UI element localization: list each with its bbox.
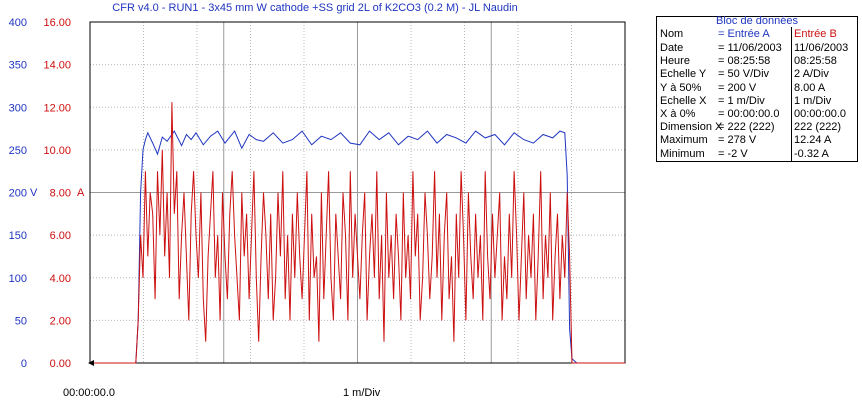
- y-tick-b: 14.00: [43, 60, 71, 72]
- data-block-panel: Bloc de données Nom = Entrée A Entrée B …: [656, 15, 858, 162]
- panel-row-label: Heure: [660, 55, 690, 68]
- y-tick-b: 6.00: [50, 230, 71, 242]
- mid-unit-a: V: [30, 187, 38, 199]
- y-tick-b: 10.00: [43, 145, 71, 157]
- trace-entree-b: [90, 102, 625, 364]
- panel-row-value-b: 00:00:00.0: [794, 108, 846, 120]
- panel-row-value-a: = 278 V: [718, 134, 757, 147]
- y-tick-b: 4.00: [50, 273, 71, 285]
- panel-row-label: Minimum: [660, 147, 705, 160]
- y-tick-a: 250: [9, 145, 27, 157]
- y-tick-b: 2.00: [50, 315, 71, 327]
- panel-row: Maximum = 278 V 12.24 A: [657, 134, 857, 146]
- y-tick-b: 0.00: [50, 358, 71, 370]
- panel-row-value-b: 222 (222): [794, 121, 842, 134]
- panel-row: Date = 11/06/2003 11/06/2003: [657, 42, 857, 54]
- chart-traces: [88, 102, 625, 366]
- panel-header-a: = Entrée A: [718, 28, 770, 40]
- panel-row: Dimension X = 222 (222) 222 (222): [657, 121, 857, 133]
- panel-row-value-b: 2 A/Div: [794, 68, 829, 81]
- panel-divider: [791, 27, 792, 161]
- x-div-label: 1 m/Div: [343, 387, 381, 399]
- panel-row-label: X à 0%: [660, 108, 696, 120]
- panel-row-value-b: 11/06/2003: [794, 42, 849, 54]
- panel-row-value-b: 8.00 A: [794, 81, 826, 94]
- panel-header-row: Nom = Entrée A Entrée B: [657, 28, 857, 40]
- y-tick-a: 150: [9, 230, 27, 242]
- panel-row-value-a: = 200 V: [718, 81, 757, 94]
- y-tick-b: 12.00: [43, 102, 71, 114]
- mid-unit-b: A: [77, 187, 85, 199]
- panel-row-label: Echelle X: [660, 94, 707, 107]
- oscilloscope-chart: 400 16.00 350 14.00 300 12.00 250 10.00 200 150 6.…: [9, 17, 626, 399]
- trace-entree-a: [90, 130, 625, 364]
- y-tick-b: 16.00: [43, 17, 71, 29]
- panel-row-value-a: = -2 V: [718, 147, 748, 160]
- y-tick-a: 400: [9, 17, 27, 29]
- panel-header-label: Nom: [660, 28, 684, 40]
- panel-row: Y à 50% = 200 V 8.00 A: [657, 82, 857, 94]
- panel-row: Echelle Y = 50 V/Div 2 A/Div: [657, 68, 857, 80]
- panel-header-b: Entrée B: [794, 28, 837, 40]
- panel-row: X à 0% = 00:00:00.0 00:00:00.0: [657, 108, 857, 120]
- panel-row-value-a: = 11/06/2003: [718, 42, 782, 54]
- panel-row-value-a: = 50 V/Div: [718, 68, 770, 81]
- y-tick-a: 100: [9, 273, 27, 285]
- plot-frame: [89, 21, 626, 364]
- panel-row: Minimum = -2 V -0.32 A: [657, 148, 857, 160]
- panel-row-value-a: = 1 m/Div: [718, 94, 765, 107]
- y-tick-a: 50: [15, 315, 27, 327]
- y-tick-b: 8.00: [50, 188, 71, 200]
- panel-row-value-a: = 08:25:58: [718, 55, 771, 68]
- panel-row: Heure = 08:25:58 08:25:58: [657, 55, 857, 67]
- chart-title: CFR v4.0 - RUN1 - 3x45 mm W cathode +SS …: [112, 2, 518, 14]
- y-tick-a: 350: [9, 60, 27, 72]
- panel-row-value-b: 08:25:58: [794, 55, 837, 68]
- panel-row-label: Maximum: [660, 134, 708, 147]
- panel-row-value-b: 12.24 A: [794, 134, 832, 147]
- y-tick-a: 300: [9, 102, 27, 114]
- chart-grid: [89, 21, 626, 364]
- y-axis-labels: 400 16.00 350 14.00 300 12.00 250 10.00 200 150 6.…: [9, 17, 71, 370]
- x-start-label: 00:00:00.0: [63, 387, 115, 399]
- data-block-title: Bloc de données: [716, 15, 798, 27]
- panel-row-label: Date: [660, 42, 684, 54]
- y-tick-a: 0: [21, 358, 27, 370]
- panel-row-value-a: = 222 (222): [718, 121, 775, 134]
- panel-row-label: Dimension X: [660, 121, 723, 134]
- panel-row-label: Echelle Y: [660, 68, 707, 81]
- panel-row-value-a: = 00:00:00.0: [718, 108, 780, 120]
- panel-row-value-b: 1 m/Div: [794, 94, 832, 107]
- zero-marker-icon: [88, 360, 94, 366]
- y-tick-a: 200: [9, 188, 27, 200]
- panel-row: Echelle X = 1 m/Div 1 m/Div: [657, 95, 857, 107]
- panel-row-value-b: -0.32 A: [794, 147, 829, 160]
- panel-row-label: Y à 50%: [660, 81, 702, 94]
